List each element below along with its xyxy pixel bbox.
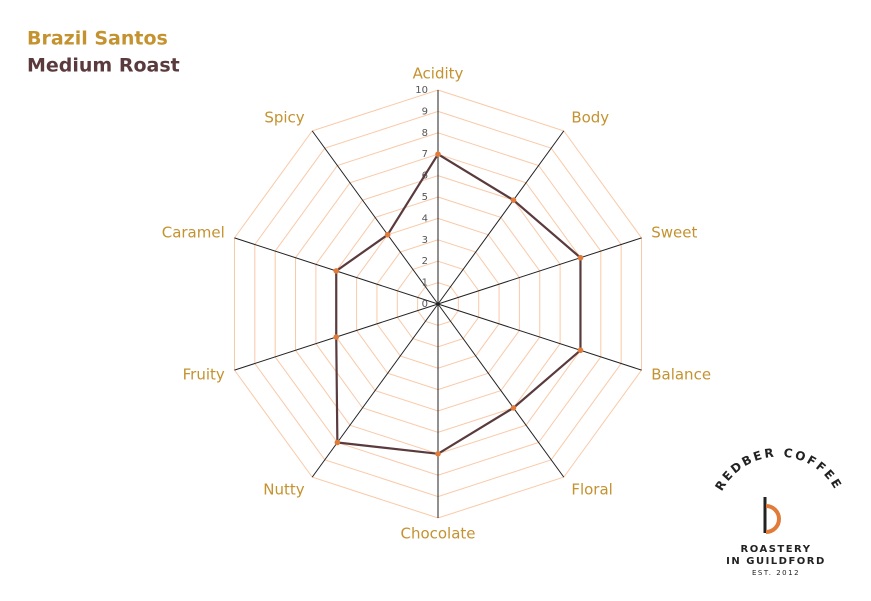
data-point (577, 347, 584, 354)
category-label: Balance (651, 366, 711, 384)
plot (333, 151, 584, 457)
category-label: Caramel (162, 223, 225, 241)
axis-line (311, 130, 439, 305)
logo-line1: ROASTERY (741, 544, 812, 555)
data-point (435, 451, 441, 457)
axis-line (311, 303, 439, 478)
data-point (333, 334, 340, 340)
category-label: Chocolate (400, 525, 475, 543)
logo-line2: IN GUILDFORD (726, 556, 826, 567)
axis-line (437, 237, 642, 305)
chart-subtitle: Medium Roast (27, 55, 180, 77)
data-point (577, 254, 584, 261)
r-tick-label: 3 (422, 235, 428, 246)
grid: Acidity Body Sweet Balance Floral Chocolate Nu… (162, 65, 711, 543)
logo-bowl (765, 504, 781, 534)
category-label: Sweet (651, 223, 697, 241)
r-tick-label: 9 (422, 106, 428, 117)
data-point (334, 439, 341, 446)
r-tick-label: 5 (422, 192, 428, 203)
r-tick-label: 1 (422, 278, 428, 289)
data-point (333, 268, 340, 274)
axis-line (437, 303, 642, 371)
category-label: Spicy (264, 108, 304, 126)
logo-established: EST. 2012 (752, 569, 800, 577)
r-tick-label: 4 (422, 213, 428, 224)
r-tick-label: 2 (422, 256, 428, 267)
category-label: Acidity (413, 65, 464, 83)
r-tick-label: 7 (422, 149, 428, 160)
r-tick-label: 0 (422, 299, 428, 310)
r-tick-label: 8 (422, 128, 428, 139)
data-point (510, 405, 517, 411)
category-label: Floral (571, 481, 613, 499)
chart-title: Brazil Santos (27, 28, 168, 50)
data-point (510, 197, 517, 203)
category-label: Nutty (263, 481, 304, 499)
axis-line (437, 130, 565, 305)
data-point (435, 151, 441, 157)
category-label: Body (571, 108, 609, 126)
category-label: Fruity (183, 366, 225, 384)
axis-line (437, 303, 565, 478)
data-point (384, 231, 391, 238)
r-tick-label: 10 (415, 85, 428, 96)
